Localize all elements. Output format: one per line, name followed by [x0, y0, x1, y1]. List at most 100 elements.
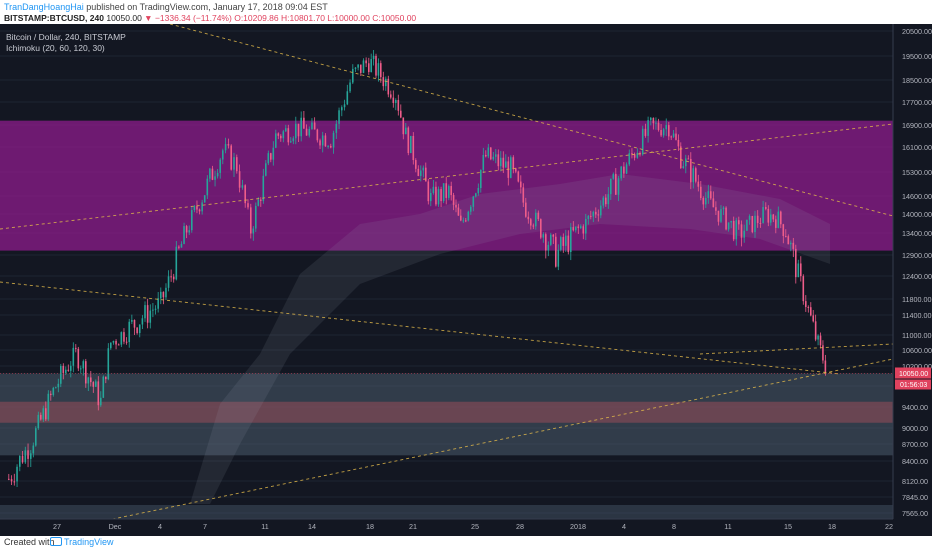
candle-body: [327, 145, 329, 147]
price-tick-label: 8120.00: [902, 477, 928, 486]
candle-body: [300, 117, 302, 137]
price-tick-label: 7845.00: [902, 493, 928, 502]
candle-body: [552, 234, 555, 237]
candle-body: [582, 226, 585, 234]
candle-body: [380, 63, 382, 78]
candle-body: [425, 167, 427, 182]
candle-body: [262, 175, 265, 201]
candle-body: [759, 222, 762, 224]
candle-body: [767, 208, 770, 223]
candle-body: [448, 186, 450, 198]
trendline[interactable]: [169, 24, 894, 217]
price-tick-label: 8400.00: [902, 457, 928, 466]
candle-body: [144, 305, 146, 319]
candle-body: [482, 154, 485, 170]
trendline[interactable]: [0, 281, 841, 375]
candle-body: [617, 178, 620, 195]
candle-body: [297, 123, 300, 137]
candle-body: [292, 138, 295, 142]
tradingview-logo[interactable]: TradingView: [50, 537, 114, 547]
candle-body: [219, 159, 222, 173]
price-tick-label: 11000.00: [902, 331, 931, 340]
candle-body: [740, 224, 743, 238]
candle-body: [308, 128, 311, 136]
candle-body: [227, 144, 230, 146]
candle-body: [392, 97, 395, 103]
candle-body: [42, 408, 45, 420]
candle-body: [295, 123, 297, 139]
candle-body: [812, 315, 815, 322]
candle-body: [647, 120, 649, 136]
candle-body: [715, 207, 717, 211]
candle-body: [738, 220, 740, 225]
candle-body: [695, 168, 697, 182]
price-chart[interactable]: 20500.00 19500.00 18500.00 17700.00 16900.00…: [0, 24, 932, 536]
candle-body: [203, 195, 206, 203]
candle-body: [557, 249, 560, 267]
tradingview-brand: TradingView: [64, 537, 114, 547]
bottom-zone: [0, 505, 893, 519]
candle-body: [13, 481, 16, 483]
candle-body: [612, 173, 615, 179]
candle-body: [515, 168, 517, 172]
candle-body: [824, 360, 827, 374]
candle-body: [505, 161, 507, 168]
candle-body: [710, 191, 712, 199]
candle-body: [352, 68, 354, 83]
candle-body: [814, 321, 817, 340]
candle-body: [707, 191, 710, 198]
candle-body: [633, 154, 636, 158]
candle-body: [500, 157, 502, 167]
candle-body: [467, 211, 470, 221]
candle-body: [452, 195, 455, 205]
candle-body: [805, 301, 807, 307]
candle-body: [319, 140, 321, 146]
candle-body: [57, 383, 60, 388]
time-tick-label: 8: [672, 522, 676, 531]
created-with-label: Created with: [4, 537, 55, 547]
price-tick-label: 15300.00: [902, 168, 932, 177]
candle-body: [45, 408, 47, 420]
candle-body: [580, 226, 582, 229]
candle-body: [475, 193, 477, 197]
time-tick-label: 25: [471, 522, 479, 531]
candle-body: [180, 243, 183, 248]
candle-body: [85, 361, 87, 384]
candle-body: [762, 207, 764, 224]
candle-body: [175, 246, 178, 280]
candle-body: [216, 172, 219, 177]
candle-body: [512, 157, 515, 169]
candle-body: [360, 64, 362, 73]
candle-body: [8, 478, 10, 480]
symbol-label: BITSTAMP:BTCUSD, 240: [4, 13, 104, 23]
candle-body: [602, 197, 605, 206]
candle-body: [128, 321, 131, 343]
candle-body: [198, 209, 201, 212]
candle-body: [460, 215, 462, 221]
candle-body: [141, 318, 144, 325]
candle-body: [112, 340, 115, 343]
candle-body: [822, 345, 824, 361]
candle-body: [191, 210, 193, 231]
candle-body: [214, 176, 216, 180]
candle-body: [641, 128, 644, 155]
candle-body: [450, 186, 452, 196]
trendline[interactable]: [699, 343, 894, 355]
candle-body: [178, 246, 180, 248]
candle-body: [435, 186, 437, 205]
candle-body: [193, 206, 196, 211]
price-tick-label: 14000.00: [902, 210, 932, 219]
candle-body: [402, 117, 405, 135]
candle-body: [115, 340, 117, 345]
indicator-legend[interactable]: Ichimoku (20, 60, 120, 30): [6, 43, 105, 53]
time-tick-label: Dec: [109, 522, 122, 531]
candle-body: [412, 135, 415, 161]
trendline[interactable]: [29, 358, 894, 536]
candle-body: [685, 158, 687, 167]
candle-body: [157, 298, 159, 309]
candle-body: [270, 153, 272, 160]
candle-body: [777, 211, 780, 228]
candle-body: [123, 332, 125, 342]
candle-body: [675, 133, 677, 140]
author-link[interactable]: TranDangHoangHai: [4, 2, 84, 12]
